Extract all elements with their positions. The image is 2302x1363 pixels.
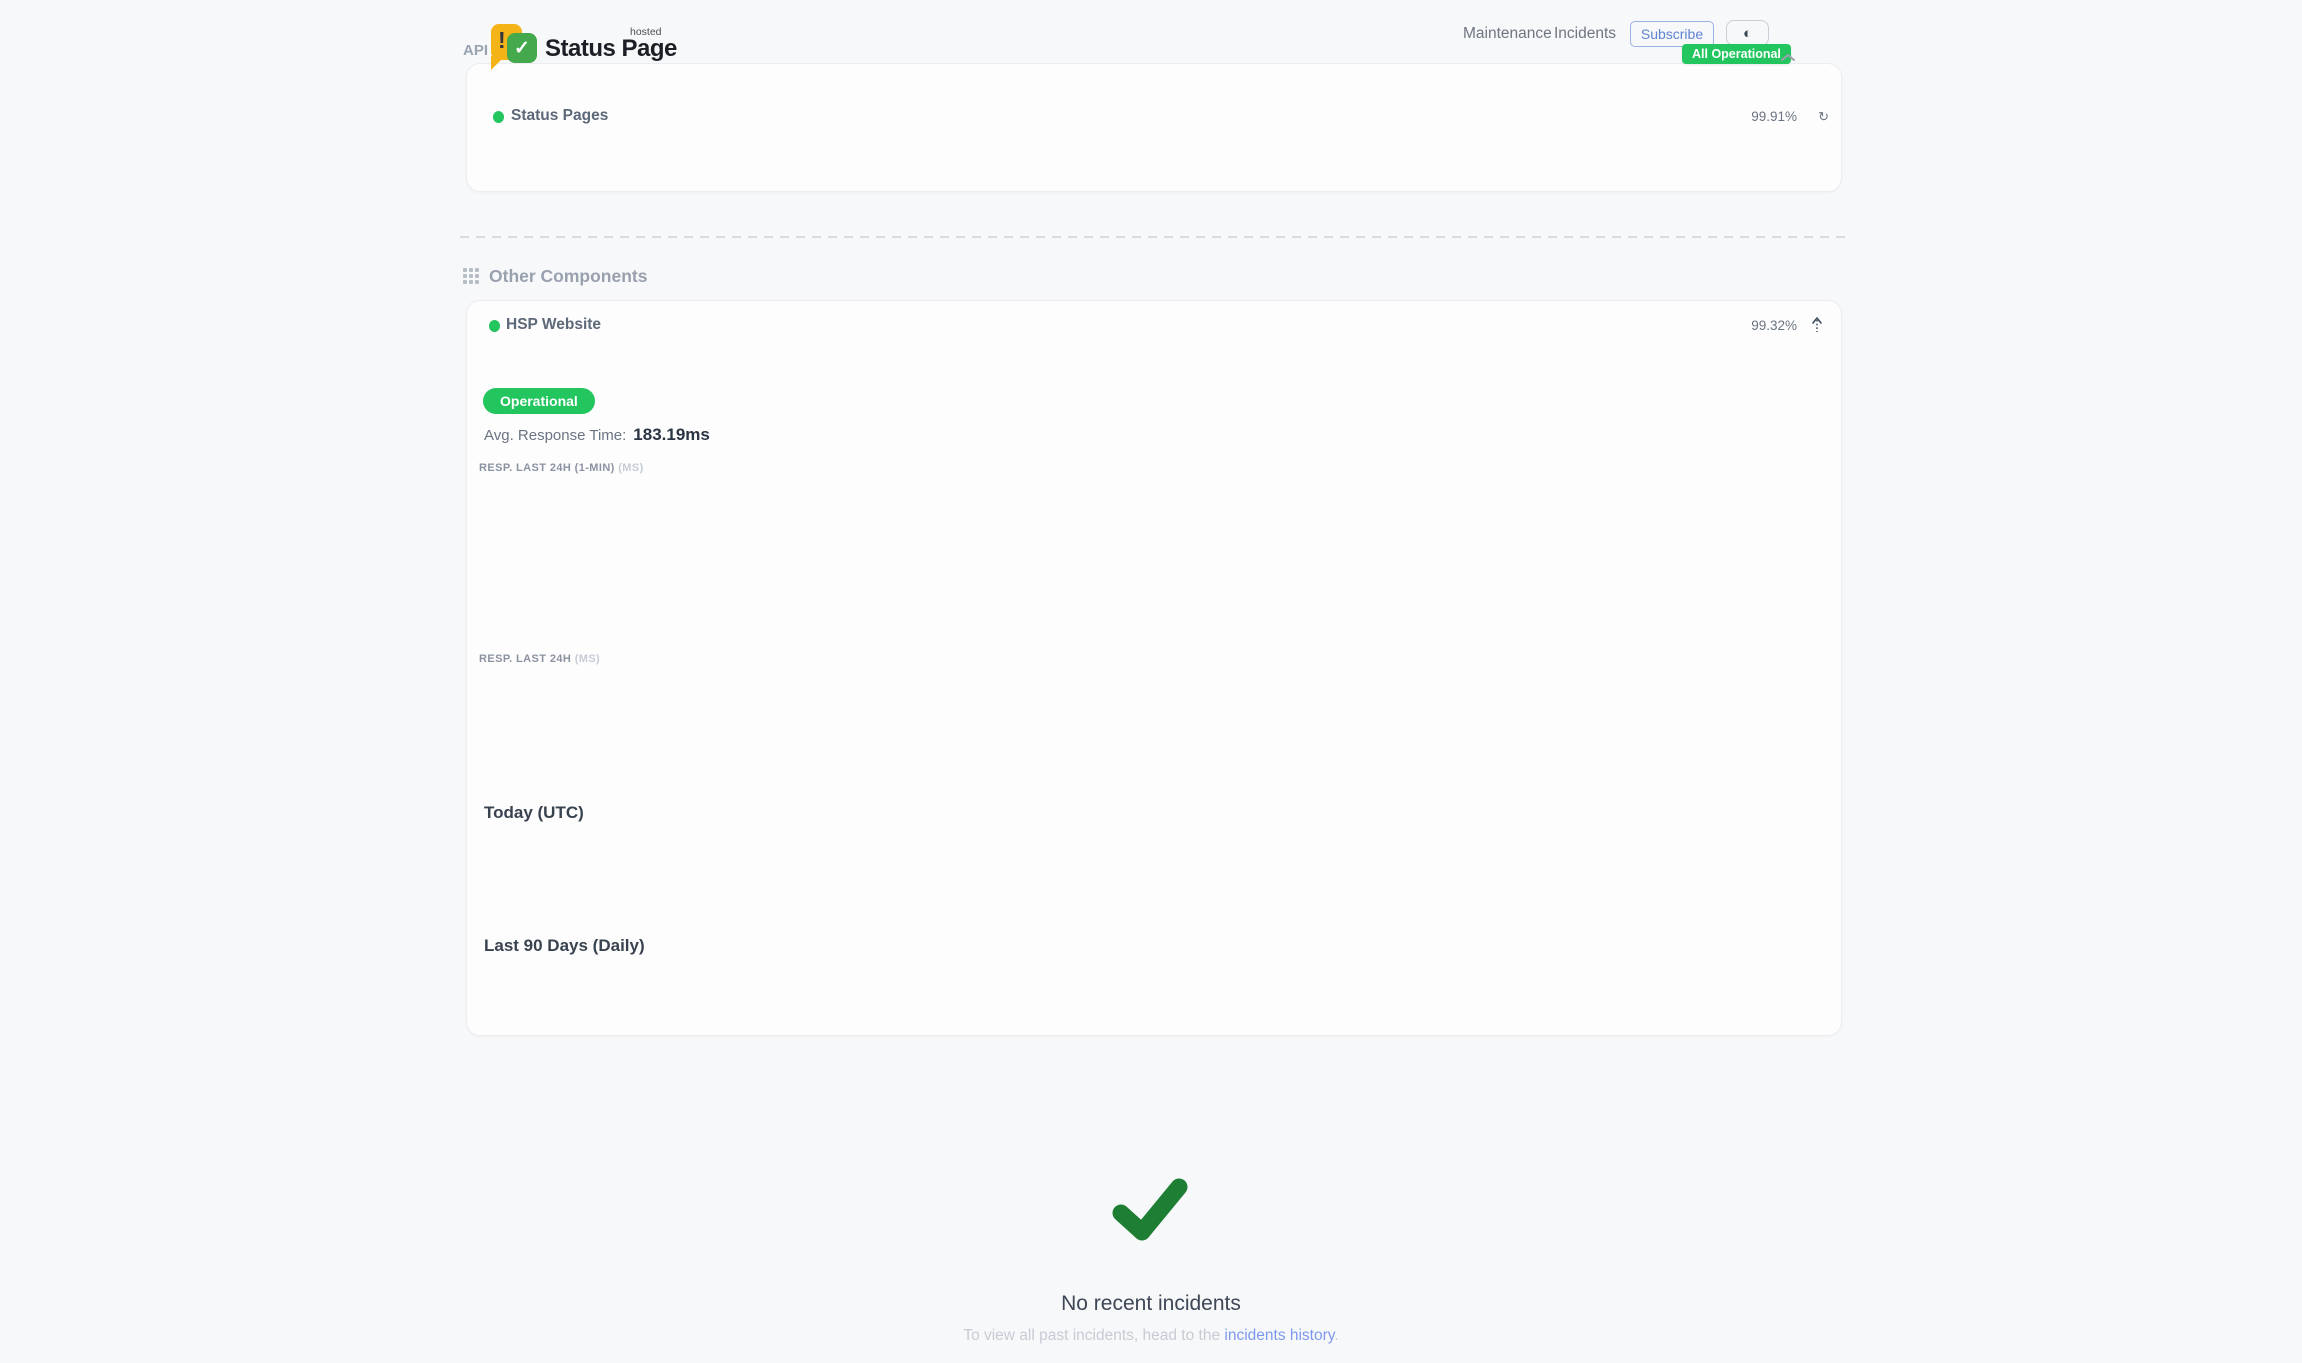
grid-icon (463, 268, 480, 285)
nav-incidents[interactable]: Incidents (1554, 25, 1617, 42)
uptime-bars (493, 137, 1813, 158)
brand-superscript: hosted (630, 26, 662, 38)
brand-logo-icon[interactable]: ! ✓ (489, 22, 539, 74)
dashed-divider (460, 236, 1845, 238)
contrast-icon: ◐ (1742, 24, 1753, 42)
no-incidents-title: No recent incidents (1061, 1292, 1241, 1315)
today-title: Today (UTC) (484, 803, 584, 822)
resp-minute-chart-label: RESP. LAST 24H (1-MIN) (MS) (479, 462, 644, 474)
status-badge-operational: Operational (483, 388, 595, 414)
incidents-history-link[interactable]: incidents history (1224, 1327, 1335, 1344)
exclamation-icon: ! (498, 27, 506, 53)
chevron-up-icon[interactable] (1780, 49, 1796, 67)
check-icon (1108, 1176, 1192, 1247)
hsp-website-card: HSP Website 99.32% Operational Avg. Resp… (466, 300, 1842, 1036)
trend-up-icon (1811, 316, 1823, 339)
component-name: HSP Website (506, 316, 602, 333)
resp-daily-chart-label: RESP. LAST 24H (MS) (479, 653, 601, 665)
section-title: Other Components (489, 266, 648, 286)
avg-response-value: 183.19ms (633, 425, 710, 444)
refresh-icon[interactable]: ↻ (1818, 109, 1829, 124)
theme-toggle-button[interactable]: ◐ (1726, 20, 1769, 46)
other-components-header: Other Components (463, 266, 647, 287)
status-pages-card: Status Pages 99.91% ↻ (466, 63, 1842, 192)
unit-label: (MS) (618, 462, 644, 474)
status-dot (493, 111, 504, 123)
check-badge-icon: ✓ (507, 33, 537, 63)
response-time-daily-chart[interactable] (469, 687, 1839, 793)
subscribe-button[interactable]: Subscribe (1630, 21, 1714, 47)
avg-response-label: Avg. Response Time: (484, 427, 627, 444)
incidents-history-line: To view all past incidents, head to the … (963, 1327, 1339, 1344)
brand-name[interactable]: Status Page (545, 35, 677, 62)
avg-response-row: Avg. Response Time: 183.19ms (484, 425, 710, 445)
component-name: Status Pages (511, 107, 609, 124)
uptime-percent: 99.91% (1751, 109, 1797, 124)
response-time-minute-chart[interactable] (477, 497, 1837, 619)
status-dot (489, 320, 500, 332)
last90-title: Last 90 Days (Daily) (484, 936, 645, 955)
nav-maintenance[interactable]: Maintenance (1463, 25, 1552, 42)
uptime-percent: 99.32% (1751, 318, 1797, 333)
group-title-api: API (463, 42, 489, 59)
overall-status-badge[interactable]: All Operational (1682, 44, 1791, 64)
top-header: ! ✓ Status Page hosted Maintenance Incid… (0, 0, 2302, 74)
unit-label: (MS) (574, 653, 601, 665)
